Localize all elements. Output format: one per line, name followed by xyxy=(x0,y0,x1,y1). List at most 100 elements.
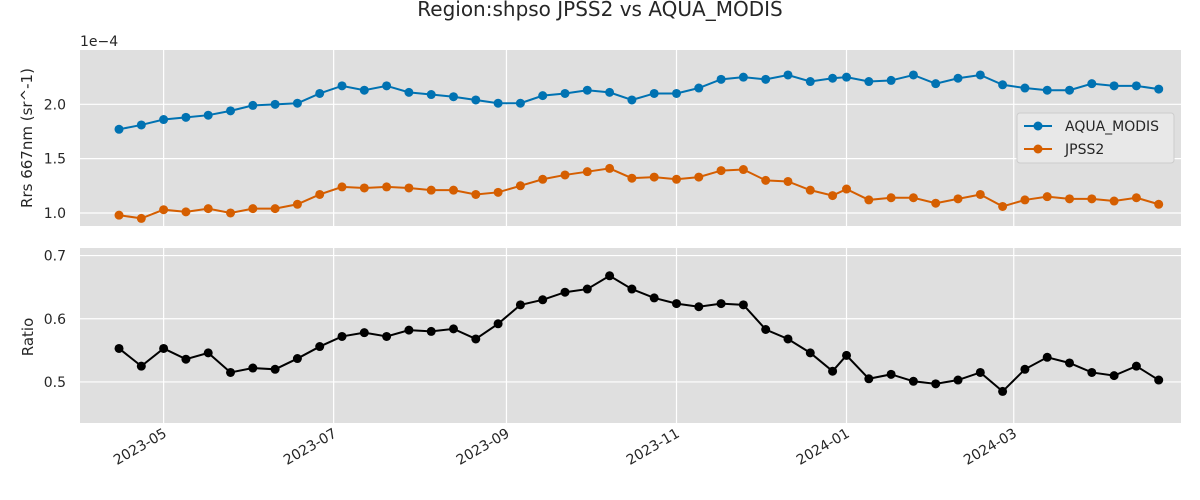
top-point-JPSS2-46 xyxy=(1131,193,1141,203)
top-point-JPSS2-21 xyxy=(582,167,592,177)
top-point-AQUA_MODIS-45 xyxy=(1109,81,1119,91)
top-series-layer xyxy=(114,70,1164,223)
top-point-AQUA_MODIS-28 xyxy=(738,72,748,82)
top-point-JPSS2-6 xyxy=(248,204,258,214)
legend: AQUA_MODIS JPSS2 xyxy=(1016,112,1175,164)
top-point-JPSS2-1 xyxy=(136,213,146,223)
top-point-JPSS2-35 xyxy=(886,193,896,203)
bottom-point-ratio-36 xyxy=(908,376,918,386)
top-point-AQUA_MODIS-32 xyxy=(828,73,838,83)
top-gridlines xyxy=(80,50,1181,226)
top-point-AQUA_MODIS-31 xyxy=(805,77,815,87)
top-point-AQUA_MODIS-14 xyxy=(426,90,436,100)
top-point-AQUA_MODIS-0 xyxy=(114,124,124,134)
top-point-JPSS2-47 xyxy=(1154,199,1164,209)
bottom-point-ratio-11 xyxy=(359,328,369,338)
top-point-AQUA_MODIS-41 xyxy=(1020,83,1030,93)
bottom-point-ratio-26 xyxy=(694,302,704,312)
bottom-point-ratio-43 xyxy=(1065,358,1075,368)
legend-aqua-marker xyxy=(1033,121,1043,131)
top-point-JPSS2-27 xyxy=(716,166,726,176)
legend-jpss2-label: JPSS2 xyxy=(1064,142,1104,158)
top-point-AQUA_MODIS-46 xyxy=(1131,81,1141,91)
bottom-point-ratio-18 xyxy=(515,300,525,310)
bottom-point-ratio-31 xyxy=(805,348,815,358)
top-point-JPSS2-18 xyxy=(515,181,525,191)
top-point-AQUA_MODIS-20 xyxy=(560,88,570,98)
top-point-JPSS2-34 xyxy=(864,195,874,205)
legend-aqua-label: AQUA_MODIS xyxy=(1065,119,1159,135)
x-tick-label-1: 2023-07 xyxy=(281,426,340,469)
bottom-point-ratio-44 xyxy=(1087,367,1097,377)
x-tick-label-3: 2023-11 xyxy=(624,426,683,469)
bottom-point-ratio-3 xyxy=(181,354,191,364)
bottom-point-ratio-19 xyxy=(538,295,548,305)
bottom-y-axis-label: Ratio xyxy=(19,318,37,357)
top-point-JPSS2-28 xyxy=(738,165,748,175)
top-point-JPSS2-23 xyxy=(627,173,637,183)
bottom-point-ratio-40 xyxy=(998,386,1008,396)
top-point-JPSS2-14 xyxy=(426,185,436,195)
top-point-AQUA_MODIS-24 xyxy=(649,88,659,98)
bottom-point-ratio-1 xyxy=(136,361,146,371)
bottom-point-ratio-25 xyxy=(671,299,681,309)
bottom-point-ratio-12 xyxy=(382,331,392,341)
top-point-AQUA_MODIS-27 xyxy=(716,74,726,84)
bottom-point-ratio-0 xyxy=(114,343,124,353)
bottom-point-ratio-9 xyxy=(315,342,325,352)
x-tick-label-5: 2024-03 xyxy=(961,426,1020,469)
bottom-ytick-label-2: 0.7 xyxy=(44,249,66,265)
top-point-AQUA_MODIS-4 xyxy=(203,110,213,120)
top-point-JPSS2-7 xyxy=(270,204,280,214)
top-point-AQUA_MODIS-2 xyxy=(159,115,169,125)
bottom-point-ratio-4 xyxy=(203,348,213,358)
top-point-AQUA_MODIS-8 xyxy=(292,98,302,108)
top-point-JPSS2-42 xyxy=(1042,192,1052,202)
top-point-JPSS2-17 xyxy=(493,187,503,197)
top-point-JPSS2-5 xyxy=(226,208,236,218)
bottom-point-ratio-37 xyxy=(931,379,941,389)
bottom-point-ratio-32 xyxy=(828,366,838,376)
top-ytick-label-2: 2.0 xyxy=(44,97,66,113)
bottom-point-ratio-42 xyxy=(1042,352,1052,362)
top-panel: 1.0 1.5 2.0 1e−4 Rrs 667nm (sr^-1) AQUA_MO… xyxy=(18,34,1181,226)
top-point-AQUA_MODIS-18 xyxy=(515,98,525,108)
top-point-AQUA_MODIS-22 xyxy=(605,87,615,97)
x-ticks: 2023-05 2023-07 2023-09 2023-11 2024-01 2024-… xyxy=(111,426,1020,469)
top-point-AQUA_MODIS-19 xyxy=(538,91,548,101)
top-point-JPSS2-25 xyxy=(671,174,681,184)
bottom-point-ratio-7 xyxy=(270,364,280,374)
top-point-AQUA_MODIS-3 xyxy=(181,112,191,122)
bottom-point-ratio-17 xyxy=(493,319,503,329)
top-point-JPSS2-38 xyxy=(953,194,963,204)
bottom-panel: 0.50.60.7 Ratio 2023-05 2023-07 2023-09 202… xyxy=(19,248,1181,469)
top-ytick-label-1: 1.5 xyxy=(44,152,66,168)
top-y-axis-label: Rrs 667nm (sr^-1) xyxy=(18,68,36,208)
bottom-ytick-label-0: 0.5 xyxy=(44,375,66,391)
bottom-point-ratio-2 xyxy=(159,343,169,353)
bottom-point-ratio-24 xyxy=(649,293,659,303)
top-point-JPSS2-26 xyxy=(694,172,704,182)
bottom-point-ratio-23 xyxy=(627,284,637,294)
top-y-ticks: 1.0 1.5 2.0 xyxy=(44,97,66,222)
top-point-JPSS2-45 xyxy=(1109,196,1119,206)
bottom-point-ratio-16 xyxy=(471,334,481,344)
bottom-point-ratio-5 xyxy=(226,367,236,377)
top-point-JPSS2-8 xyxy=(292,199,302,209)
top-point-AQUA_MODIS-33 xyxy=(842,72,852,82)
bottom-point-ratio-34 xyxy=(864,374,874,384)
bottom-point-ratio-10 xyxy=(337,331,347,341)
top-point-JPSS2-15 xyxy=(449,185,458,195)
top-point-JPSS2-20 xyxy=(560,170,570,180)
top-point-AQUA_MODIS-1 xyxy=(136,120,146,130)
bottom-series-layer xyxy=(114,271,1164,396)
top-point-AQUA_MODIS-37 xyxy=(931,79,941,89)
top-point-AQUA_MODIS-10 xyxy=(337,81,347,91)
top-point-JPSS2-29 xyxy=(761,175,771,185)
bottom-point-ratio-21 xyxy=(582,284,592,294)
top-point-AQUA_MODIS-39 xyxy=(975,70,985,80)
bottom-gridlines xyxy=(80,248,1181,423)
bottom-point-ratio-20 xyxy=(560,287,570,297)
bottom-point-ratio-8 xyxy=(292,354,302,364)
